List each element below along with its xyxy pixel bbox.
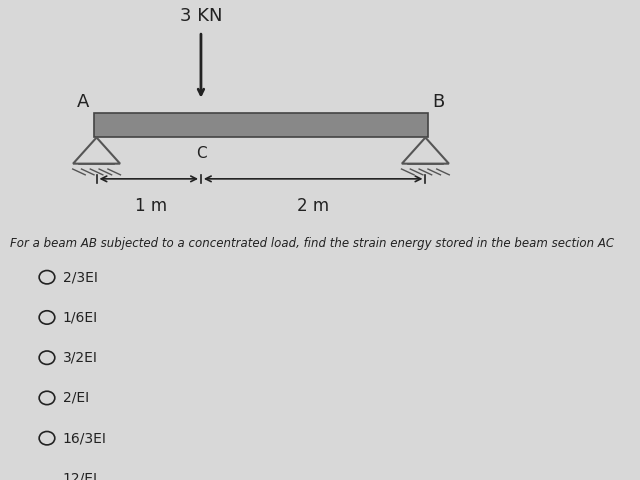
Text: 2/3EI: 2/3EI (63, 270, 97, 284)
Bar (94, 113, 428, 137)
Text: C: C (196, 146, 206, 161)
Text: 2 m: 2 m (297, 197, 329, 215)
Text: B: B (432, 93, 445, 111)
Text: A: A (77, 93, 90, 111)
Text: For a beam AB subjected to a concentrated load, find the strain energy stored in: For a beam AB subjected to a concentrate… (10, 237, 614, 250)
Text: 1/6EI: 1/6EI (63, 311, 98, 324)
Text: 16/3EI: 16/3EI (63, 431, 106, 445)
Text: 3/2EI: 3/2EI (63, 351, 97, 365)
Text: 3 KN: 3 KN (180, 7, 222, 24)
Text: 2/EI: 2/EI (63, 391, 89, 405)
Text: 1 m: 1 m (135, 197, 168, 215)
Text: 12/EI: 12/EI (63, 471, 98, 480)
